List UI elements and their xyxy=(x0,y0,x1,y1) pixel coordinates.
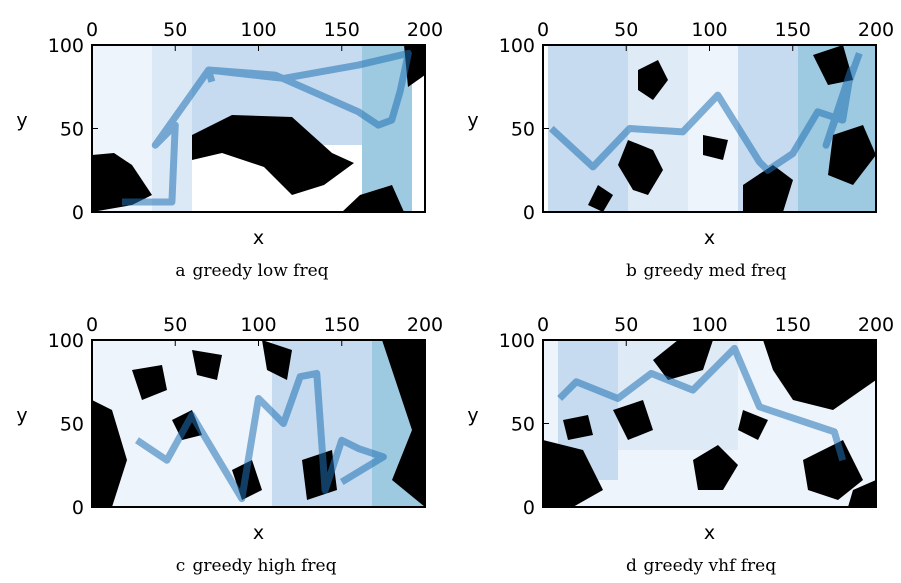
obstacle xyxy=(262,340,292,380)
x-tick-label: 150 xyxy=(775,19,811,41)
y-tick-label: 100 xyxy=(48,35,84,57)
y-tick-label: 50 xyxy=(511,414,535,436)
robot-path xyxy=(135,369,387,503)
x-tick-label: 150 xyxy=(324,19,360,41)
x-tick-label: 50 xyxy=(163,314,187,336)
y-tick-label: 100 xyxy=(48,330,84,352)
obstacle xyxy=(738,410,768,440)
y-tick-label: 0 xyxy=(523,202,535,224)
panel: 0 50 100 150 200 0 50 100 x y c greedy high freq xyxy=(16,314,443,576)
robot-path xyxy=(121,49,412,206)
x-tick-label: 200 xyxy=(407,19,443,41)
x-tick-label: 0 xyxy=(537,19,549,41)
y-tick-label: 0 xyxy=(72,202,84,224)
x-axis-label: x xyxy=(704,227,715,249)
x-tick-label: 50 xyxy=(614,314,638,336)
x-axis-label: x xyxy=(253,522,264,544)
y-tick-label: 50 xyxy=(60,414,84,436)
obstacle xyxy=(132,365,167,400)
x-tick-label: 200 xyxy=(407,314,443,336)
y-tick-label: 0 xyxy=(523,497,535,519)
obstacle xyxy=(653,340,713,380)
map xyxy=(92,45,425,212)
panel: 0 50 100 150 200 0 50 100 x y b greedy med freq xyxy=(467,19,894,281)
caption: greedy low freq xyxy=(193,261,329,281)
y-axis-label: y xyxy=(467,110,478,132)
y-tick-label: 50 xyxy=(511,119,535,141)
obstacle xyxy=(563,415,593,440)
x-axis-label: x xyxy=(704,522,715,544)
y-tick-label: 100 xyxy=(499,35,535,57)
caption-letter: b xyxy=(626,261,637,281)
x-tick-label: 200 xyxy=(858,19,894,41)
obstacle xyxy=(638,60,668,100)
y-axis-label: y xyxy=(467,405,478,427)
y-tick-label: 0 xyxy=(72,497,84,519)
obstacle xyxy=(92,153,152,212)
obstacle xyxy=(848,480,876,507)
x-tick-label: 100 xyxy=(691,314,727,336)
y-tick-label: 50 xyxy=(60,119,84,141)
x-tick-label: 50 xyxy=(163,19,187,41)
robot-path xyxy=(548,52,863,174)
x-tick-label: 150 xyxy=(775,314,811,336)
obstacle xyxy=(543,440,603,507)
obstacle xyxy=(92,400,127,507)
x-axis-label: x xyxy=(253,227,264,249)
panel: 0 50 100 150 200 0 50 100 x y a greedy low freq xyxy=(16,19,443,281)
obstacle xyxy=(588,185,613,212)
caption: greedy med freq xyxy=(644,261,787,281)
x-tick-label: 50 xyxy=(614,19,638,41)
obstacle xyxy=(618,140,663,195)
obstacle xyxy=(382,340,425,507)
coverage-band xyxy=(688,45,738,212)
obstacle xyxy=(813,45,853,85)
caption-letter: c xyxy=(176,556,186,576)
caption-letter: a xyxy=(175,261,185,281)
obstacle xyxy=(192,350,222,380)
y-axis-label: y xyxy=(16,110,27,132)
obstacle xyxy=(828,125,876,185)
obstacle xyxy=(693,445,738,490)
obstacle xyxy=(743,165,793,212)
obstacle xyxy=(342,185,404,212)
obstacle xyxy=(803,440,863,500)
obstacle xyxy=(703,135,728,160)
y-axis-label: y xyxy=(16,405,27,427)
x-tick-label: 150 xyxy=(324,314,360,336)
y-tick-label: 100 xyxy=(499,330,535,352)
caption: greedy vhf freq xyxy=(644,556,777,576)
x-tick-label: 100 xyxy=(240,19,276,41)
caption-letter: d xyxy=(626,556,637,576)
map xyxy=(92,340,425,507)
robot-path xyxy=(557,344,847,462)
caption: greedy high freq xyxy=(193,556,337,576)
map xyxy=(543,45,876,212)
map xyxy=(543,340,876,507)
x-tick-label: 100 xyxy=(691,19,727,41)
obstacle xyxy=(613,400,653,440)
x-tick-label: 100 xyxy=(240,314,276,336)
x-tick-label: 200 xyxy=(858,314,894,336)
obstacle xyxy=(763,340,876,410)
obstacle xyxy=(192,115,354,195)
x-tick-label: 0 xyxy=(86,314,98,336)
x-tick-label: 0 xyxy=(537,314,549,336)
panel: 0 50 100 150 200 0 50 100 x y d greedy vhf freq xyxy=(467,314,894,576)
x-tick-label: 0 xyxy=(86,19,98,41)
coverage-band xyxy=(548,45,628,212)
